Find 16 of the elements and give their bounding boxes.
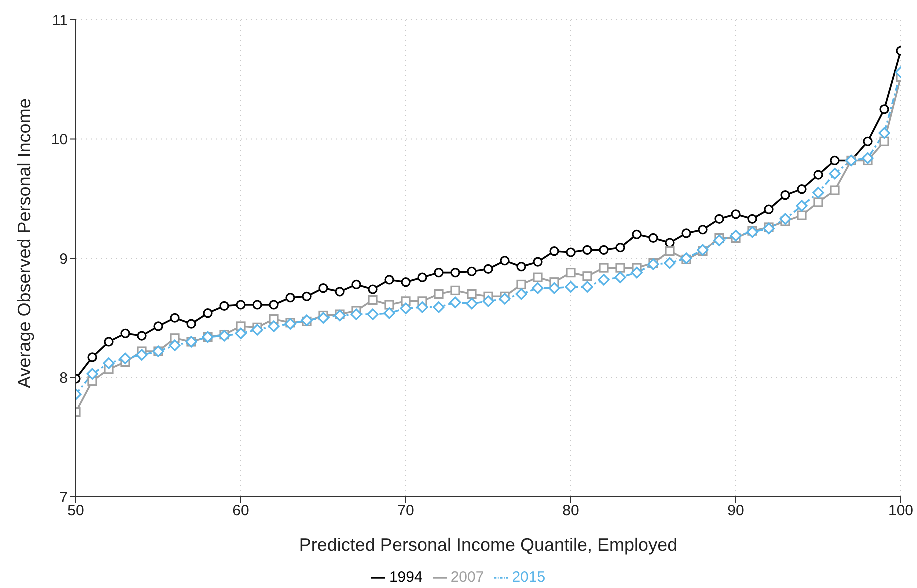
legend-label: 1994 xyxy=(389,569,423,586)
x-tick-label: 80 xyxy=(562,502,580,520)
y-tick-label: 10 xyxy=(51,132,68,149)
y-axis-title: Average Observed Personal Income xyxy=(14,98,34,388)
y-tick-label: 11 xyxy=(52,12,68,30)
y-tick-label: 9 xyxy=(60,250,68,268)
x-tick-label: 100 xyxy=(888,502,914,520)
x-axis-title: Predicted Personal Income Quantile, Employed xyxy=(299,535,678,555)
x-tick-label: 60 xyxy=(232,502,250,520)
x-tick-label: 90 xyxy=(728,502,744,520)
x-tick-label: 70 xyxy=(398,502,414,520)
x-tick-label: 50 xyxy=(68,502,84,520)
y-tick-label: 7 xyxy=(60,489,68,506)
legend-label: 2015 xyxy=(512,569,546,586)
legend-label: 2007 xyxy=(450,569,484,586)
y-tick-label: 8 xyxy=(60,370,68,388)
